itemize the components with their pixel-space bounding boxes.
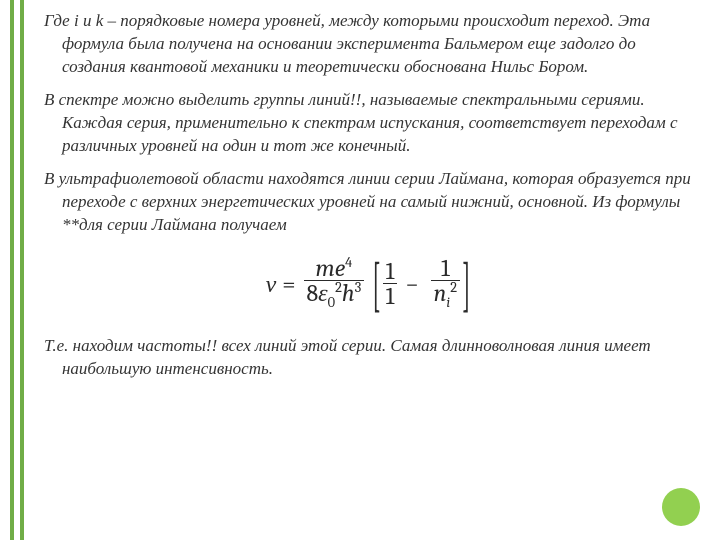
- symbol-nu: ν: [266, 272, 277, 296]
- formula-block: ν = me4 8ε02h3 [ 1 1: [44, 256, 692, 310]
- accent-bar-outer: [10, 0, 14, 540]
- paragraph-3: В ультрафиолетовой области находятся лин…: [44, 168, 692, 237]
- accent-bar-inner: [20, 0, 24, 540]
- symbol-minus: −: [405, 272, 418, 296]
- fraction-term1: 1 1: [383, 259, 398, 308]
- bracket-left: [: [372, 254, 380, 314]
- paragraph-1: Где i и k – порядковые номера уровней, м…: [44, 10, 692, 79]
- fraction-term2: 1 ni2: [431, 256, 460, 310]
- bracket-right: ]: [462, 254, 470, 314]
- formula: ν = me4 8ε02h3 [ 1 1: [266, 256, 471, 310]
- coef-denominator: 8ε02h3: [304, 281, 365, 310]
- symbol-equals: =: [282, 272, 295, 296]
- slide: Где i и k – порядковые номера уровней, м…: [0, 0, 720, 540]
- fraction-coefficient: me4 8ε02h3: [304, 256, 365, 310]
- paragraph-4: Т.е. находим частоты!! всех линий этой с…: [44, 335, 692, 381]
- coef-numerator: me4: [312, 256, 355, 280]
- slide-number-circle-icon: [662, 488, 700, 526]
- paragraph-2: В спектре можно выделить группы линий!!,…: [44, 89, 692, 158]
